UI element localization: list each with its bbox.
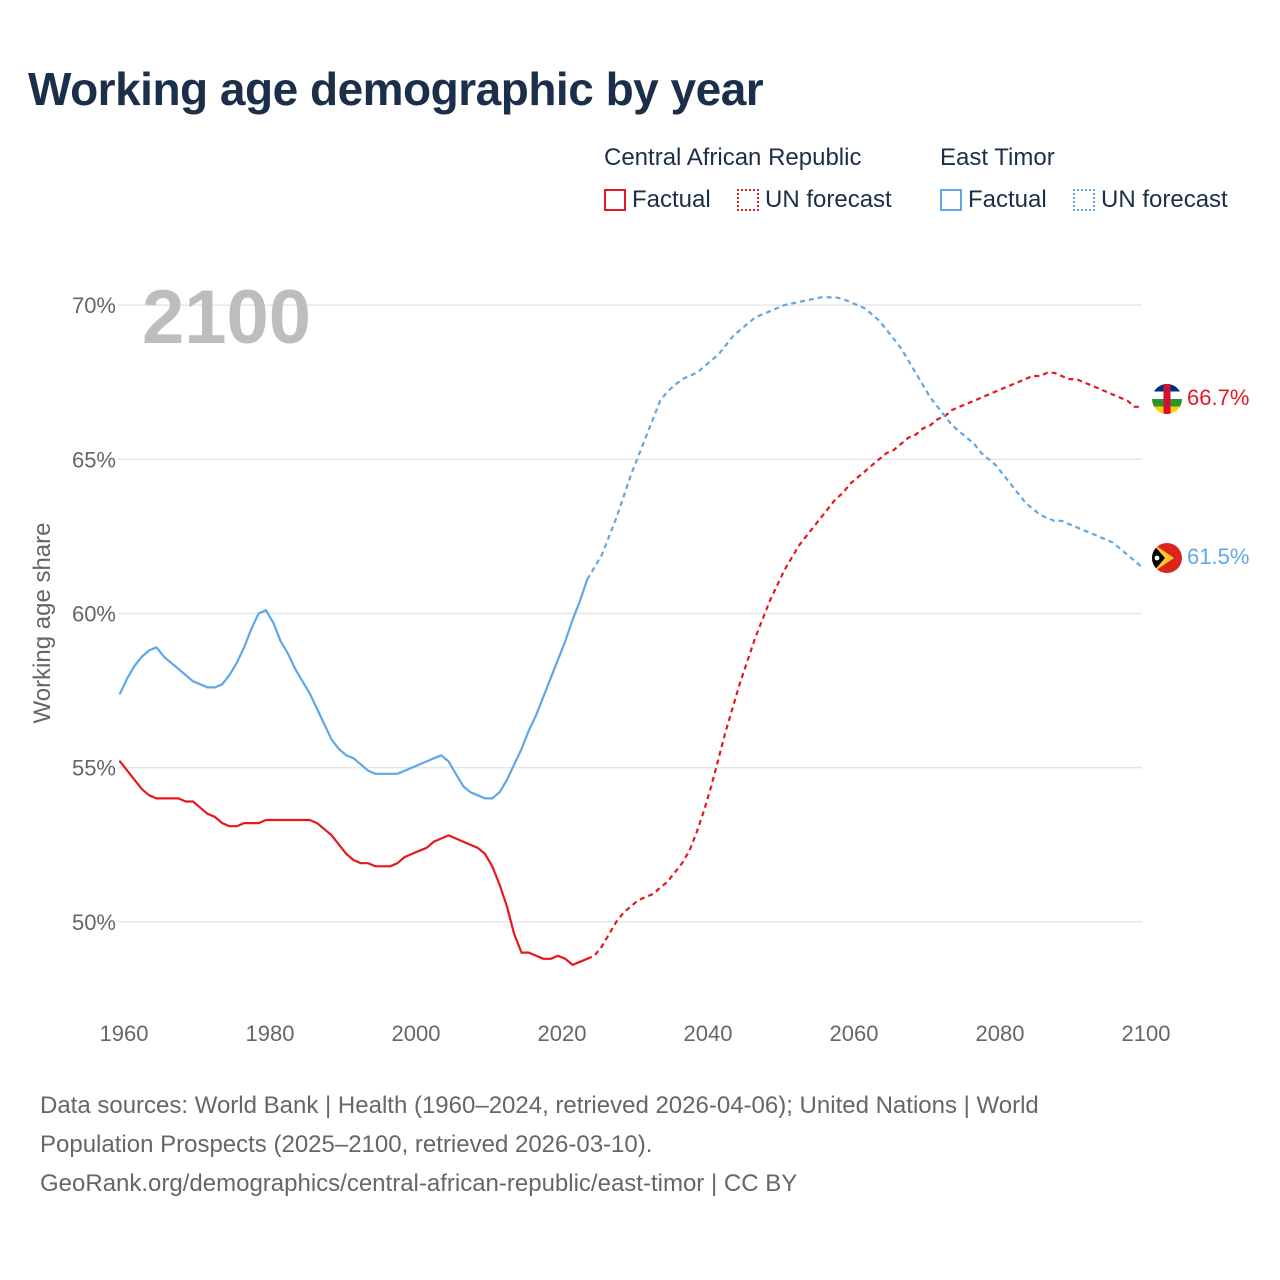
legend-label: Factual <box>632 186 711 213</box>
footer: Data sources: World Bank | Health (1960–… <box>40 1086 1240 1203</box>
legend-item-east-timor-factual[interactable]: Factual <box>940 186 1047 214</box>
footer-line-1: Data sources: World Bank | Health (1960–… <box>40 1092 1039 1119</box>
x-tick-label: 2060 <box>830 1021 879 1046</box>
legend-item-east-timor-forecast[interactable]: UN forecast <box>1073 186 1228 214</box>
legend-label: UN forecast <box>1101 186 1228 213</box>
y-tick-label: 60% <box>72 601 116 626</box>
x-tick-label: 2100 <box>1122 1021 1171 1046</box>
y-tick-label: 65% <box>72 447 116 472</box>
y-tick-label: 70% <box>72 293 116 318</box>
footer-line-3: GeoRank.org/demographics/central-african… <box>40 1170 798 1197</box>
flag-car-icon <box>1152 384 1182 414</box>
flag-east-timor-icon <box>1152 543 1182 573</box>
end-label-east-timor: 61.5% <box>1187 544 1249 569</box>
series <box>118 296 1143 966</box>
line-chart: 2100 50% 55% 60% 65% 70% 1960 1980 2000 2020 2040… <box>29 275 1249 1046</box>
chart-title: Working age demographic by year <box>28 63 764 115</box>
y-axis-label: Working age share <box>29 523 56 724</box>
legend-item-car-forecast[interactable]: UN forecast <box>737 186 892 214</box>
series-line-factual-1 <box>118 578 589 800</box>
series-line-factual-0 <box>118 760 589 966</box>
axes: 50% 55% 60% 65% 70% 1960 1980 2000 2020 2040 2060 2… <box>72 293 1171 1046</box>
legend-swatch-solid-blue <box>940 189 962 211</box>
y-tick-label: 50% <box>72 910 116 935</box>
legend-country-east-timor: East Timor <box>940 144 1055 171</box>
legend-label: UN forecast <box>765 186 892 213</box>
legend-swatch-dotted-red <box>737 189 759 211</box>
legend-item-car-factual[interactable]: Factual <box>604 186 711 214</box>
series-line-forecast-0 <box>586 371 1142 960</box>
legend-label: Factual <box>968 186 1047 213</box>
end-label-car: 66.7% <box>1187 385 1249 410</box>
x-tick-label: 2000 <box>392 1021 441 1046</box>
legend-swatch-dotted-blue <box>1073 189 1095 211</box>
x-tick-label: 1980 <box>246 1021 295 1046</box>
x-tick-label: 2040 <box>684 1021 733 1046</box>
series-line-forecast-1 <box>586 296 1143 581</box>
x-tick-label: 2020 <box>538 1021 587 1046</box>
y-tick-label: 55% <box>72 756 116 781</box>
legend-country-car: Central African Republic <box>604 144 862 171</box>
x-tick-label: 1960 <box>100 1021 149 1046</box>
x-tick-label: 2080 <box>976 1021 1025 1046</box>
footer-line-2: Population Prospects (2025–2100, retriev… <box>40 1131 653 1158</box>
year-watermark: 2100 <box>142 275 311 360</box>
grid <box>118 304 1142 923</box>
legend-swatch-solid-red <box>604 189 626 211</box>
